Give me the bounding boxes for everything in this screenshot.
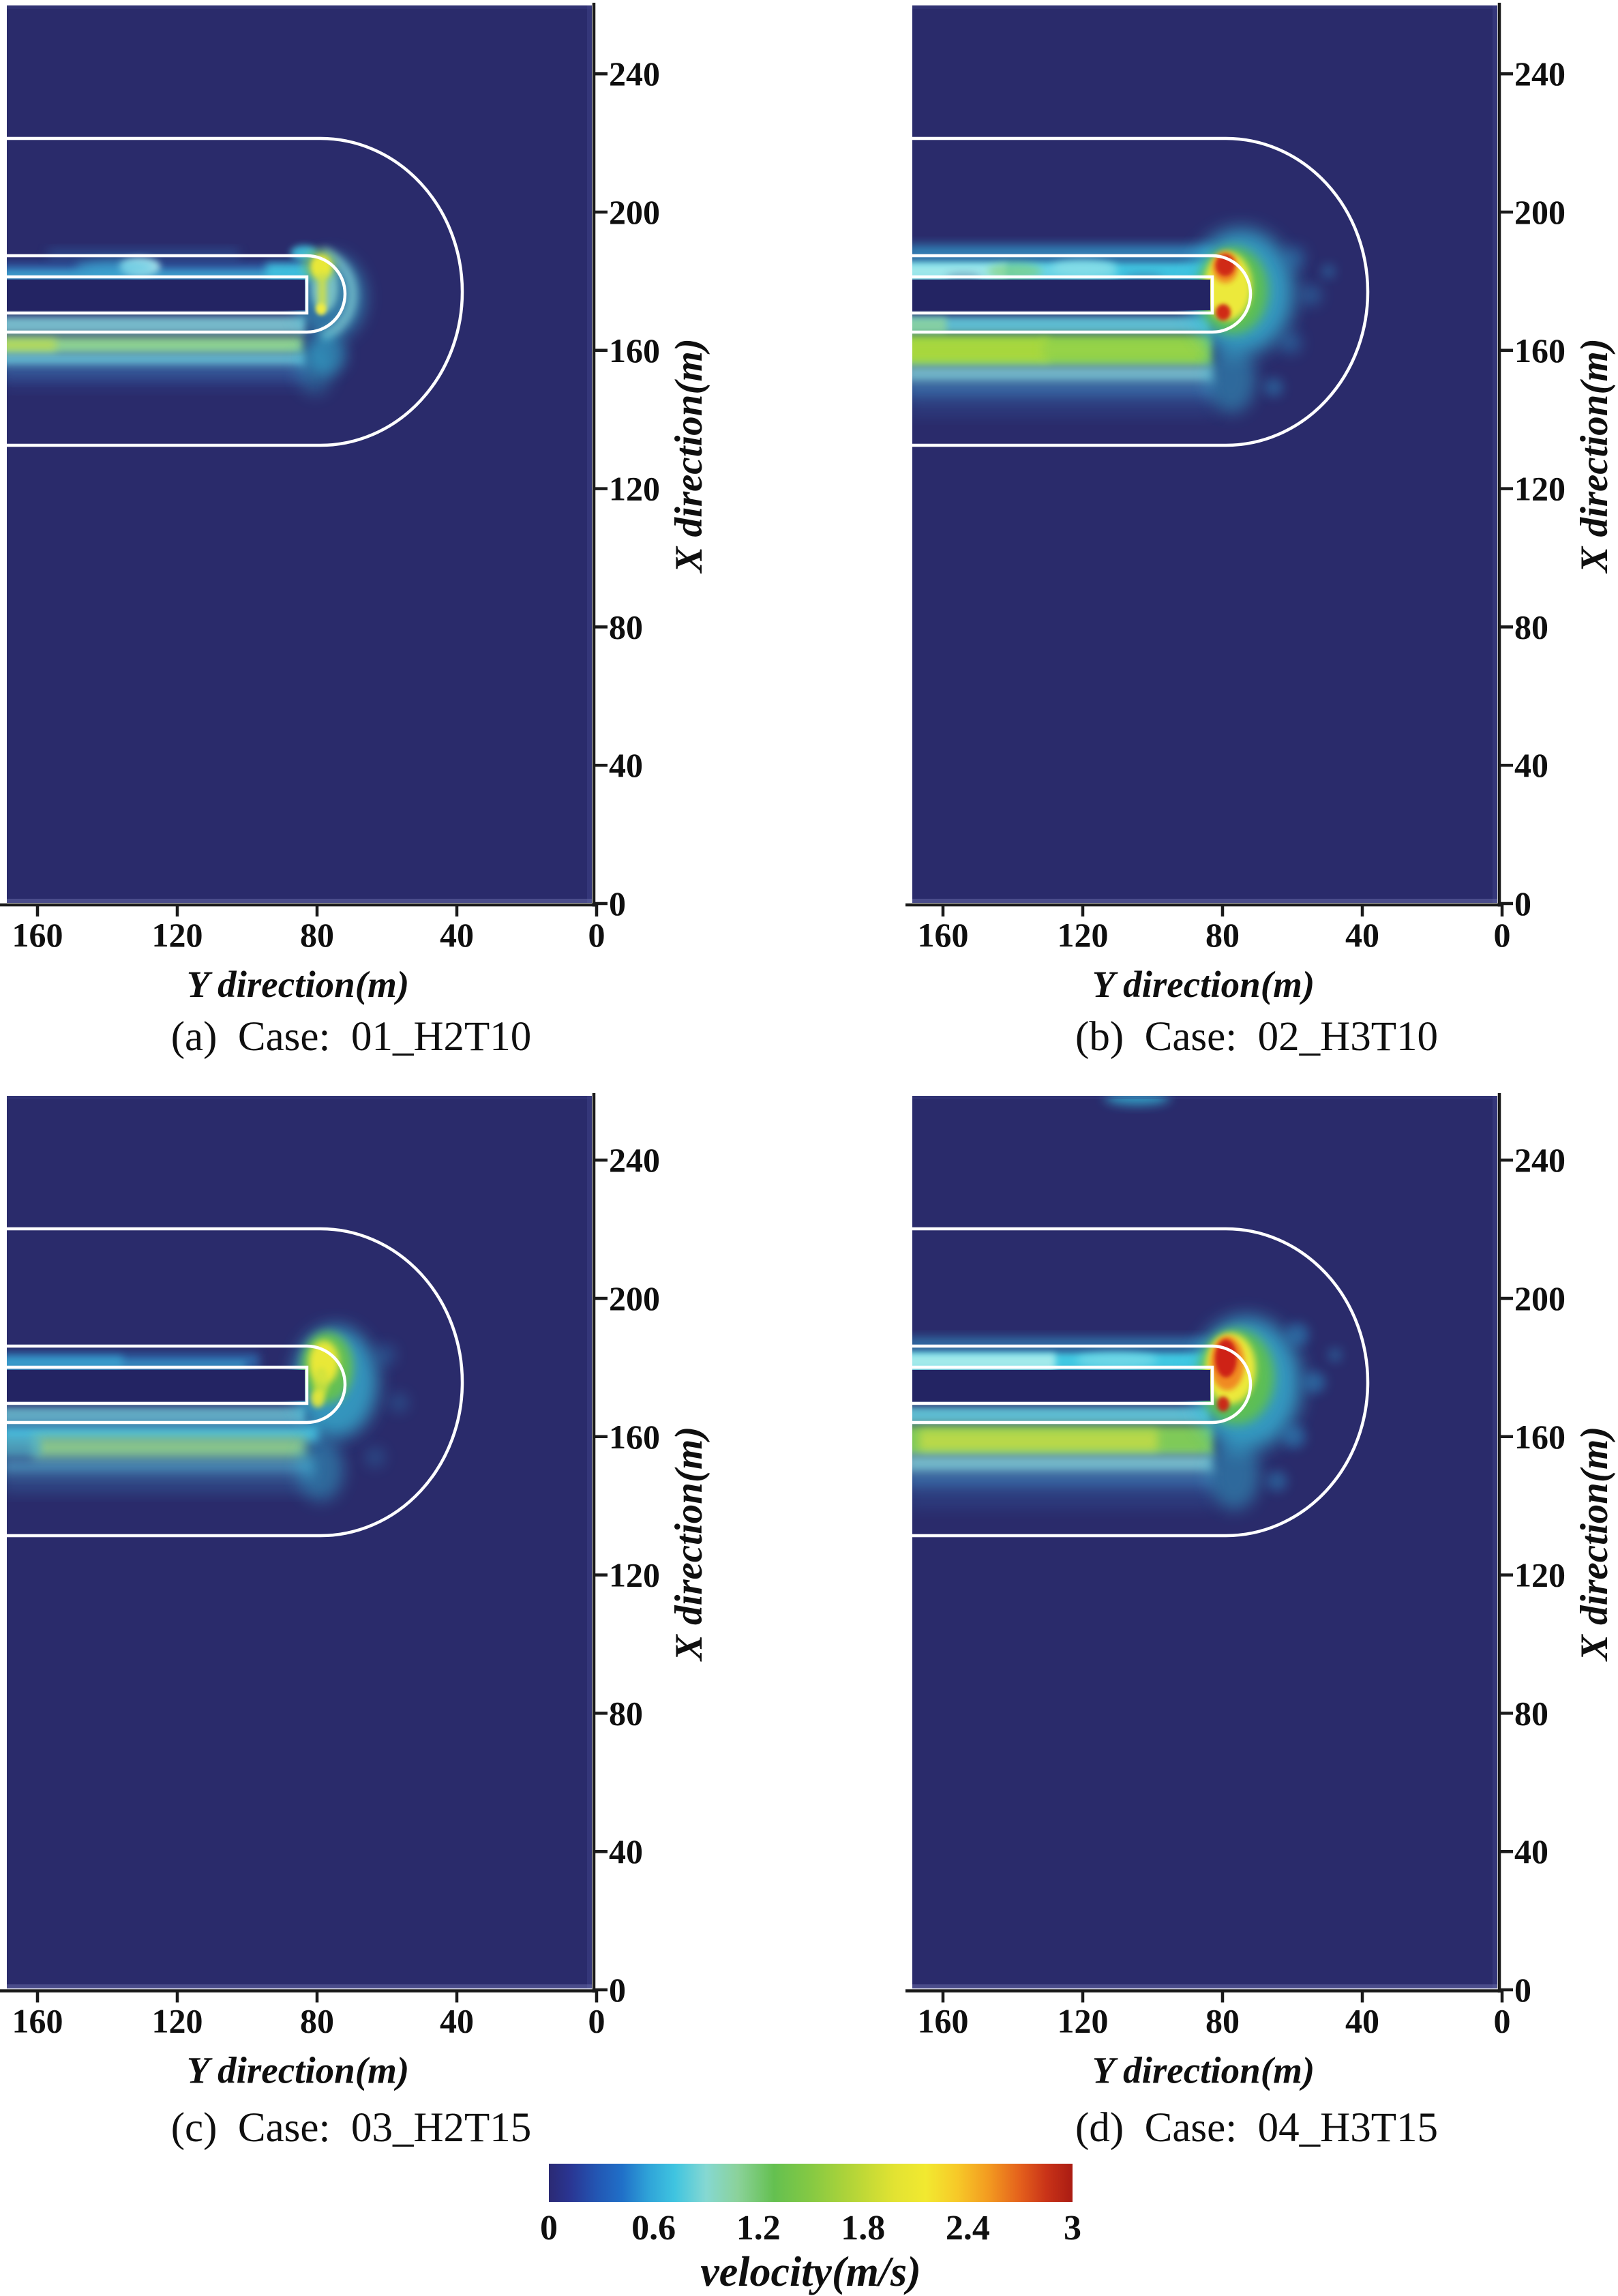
svg-text:3: 3 xyxy=(1064,2209,1081,2248)
svg-text:160: 160 xyxy=(918,2002,969,2040)
svg-text:200: 200 xyxy=(609,1279,660,1317)
svg-text:2.4: 2.4 xyxy=(946,2209,990,2248)
svg-text:0: 0 xyxy=(609,884,626,923)
svg-text:80: 80 xyxy=(1205,916,1240,954)
svg-text:160: 160 xyxy=(1514,1418,1565,1456)
svg-text:Y direction(m): Y direction(m) xyxy=(1092,964,1315,1005)
svg-text:80: 80 xyxy=(1514,1694,1548,1732)
svg-text:0: 0 xyxy=(588,916,605,954)
svg-text:200: 200 xyxy=(609,193,660,231)
svg-text:0: 0 xyxy=(609,1971,626,2009)
svg-text:(d) Case: 04_H3T15: (d) Case: 04_H3T15 xyxy=(1075,2105,1438,2151)
svg-text:40: 40 xyxy=(440,2002,474,2040)
svg-text:120: 120 xyxy=(609,1556,660,1594)
svg-text:120: 120 xyxy=(1514,1556,1565,1594)
svg-text:80: 80 xyxy=(300,916,334,954)
svg-text:0: 0 xyxy=(1514,884,1531,923)
svg-text:40: 40 xyxy=(1514,746,1548,784)
svg-text:(b) Case: 02_H3T10: (b) Case: 02_H3T10 xyxy=(1075,1014,1438,1060)
svg-text:40: 40 xyxy=(609,1832,643,1870)
svg-text:X direction(m): X direction(m) xyxy=(668,1427,710,1663)
svg-text:Y direction(m): Y direction(m) xyxy=(187,964,409,1005)
svg-text:240: 240 xyxy=(1514,55,1565,93)
svg-text:1.2: 1.2 xyxy=(736,2209,781,2248)
svg-text:velocity(m/s): velocity(m/s) xyxy=(700,2249,921,2295)
svg-text:(a) Case: 01_H2T10: (a) Case: 01_H2T10 xyxy=(171,1014,532,1060)
svg-text:240: 240 xyxy=(609,55,660,93)
svg-text:40: 40 xyxy=(609,746,643,784)
svg-text:200: 200 xyxy=(1514,1279,1565,1317)
svg-text:80: 80 xyxy=(300,2002,334,2040)
svg-text:Y direction(m): Y direction(m) xyxy=(1092,2050,1315,2091)
svg-text:(c) Case: 03_H2T15: (c) Case: 03_H2T15 xyxy=(171,2105,532,2151)
svg-text:X direction(m): X direction(m) xyxy=(1573,1427,1616,1663)
svg-text:0: 0 xyxy=(540,2209,558,2248)
svg-text:40: 40 xyxy=(1345,2002,1379,2040)
svg-text:80: 80 xyxy=(609,1694,643,1732)
svg-text:X direction(m): X direction(m) xyxy=(668,338,710,574)
svg-text:160: 160 xyxy=(1514,331,1565,370)
svg-text:160: 160 xyxy=(12,916,63,954)
svg-text:80: 80 xyxy=(609,608,643,646)
svg-text:160: 160 xyxy=(12,2002,63,2040)
svg-text:0: 0 xyxy=(1494,2002,1511,2040)
svg-text:160: 160 xyxy=(609,1418,660,1456)
svg-text:240: 240 xyxy=(1514,1141,1565,1179)
svg-text:120: 120 xyxy=(1514,470,1565,508)
svg-text:Y direction(m): Y direction(m) xyxy=(187,2050,409,2091)
svg-text:240: 240 xyxy=(609,1141,660,1179)
svg-text:160: 160 xyxy=(918,916,969,954)
svg-text:X direction(m): X direction(m) xyxy=(1573,338,1616,574)
svg-text:120: 120 xyxy=(1058,916,1109,954)
svg-text:0.6: 0.6 xyxy=(631,2209,676,2248)
svg-text:200: 200 xyxy=(1514,193,1565,231)
svg-text:0: 0 xyxy=(1494,916,1511,954)
svg-text:120: 120 xyxy=(152,2002,203,2040)
svg-text:1.8: 1.8 xyxy=(841,2209,885,2248)
svg-text:0: 0 xyxy=(1514,1971,1531,2009)
svg-text:80: 80 xyxy=(1514,608,1548,646)
svg-text:120: 120 xyxy=(609,470,660,508)
svg-text:120: 120 xyxy=(1058,2002,1109,2040)
svg-text:160: 160 xyxy=(609,331,660,370)
svg-text:40: 40 xyxy=(1514,1832,1548,1870)
svg-text:40: 40 xyxy=(440,916,474,954)
svg-text:0: 0 xyxy=(588,2002,605,2040)
svg-text:80: 80 xyxy=(1205,2002,1240,2040)
svg-text:120: 120 xyxy=(152,916,203,954)
svg-text:40: 40 xyxy=(1345,916,1379,954)
